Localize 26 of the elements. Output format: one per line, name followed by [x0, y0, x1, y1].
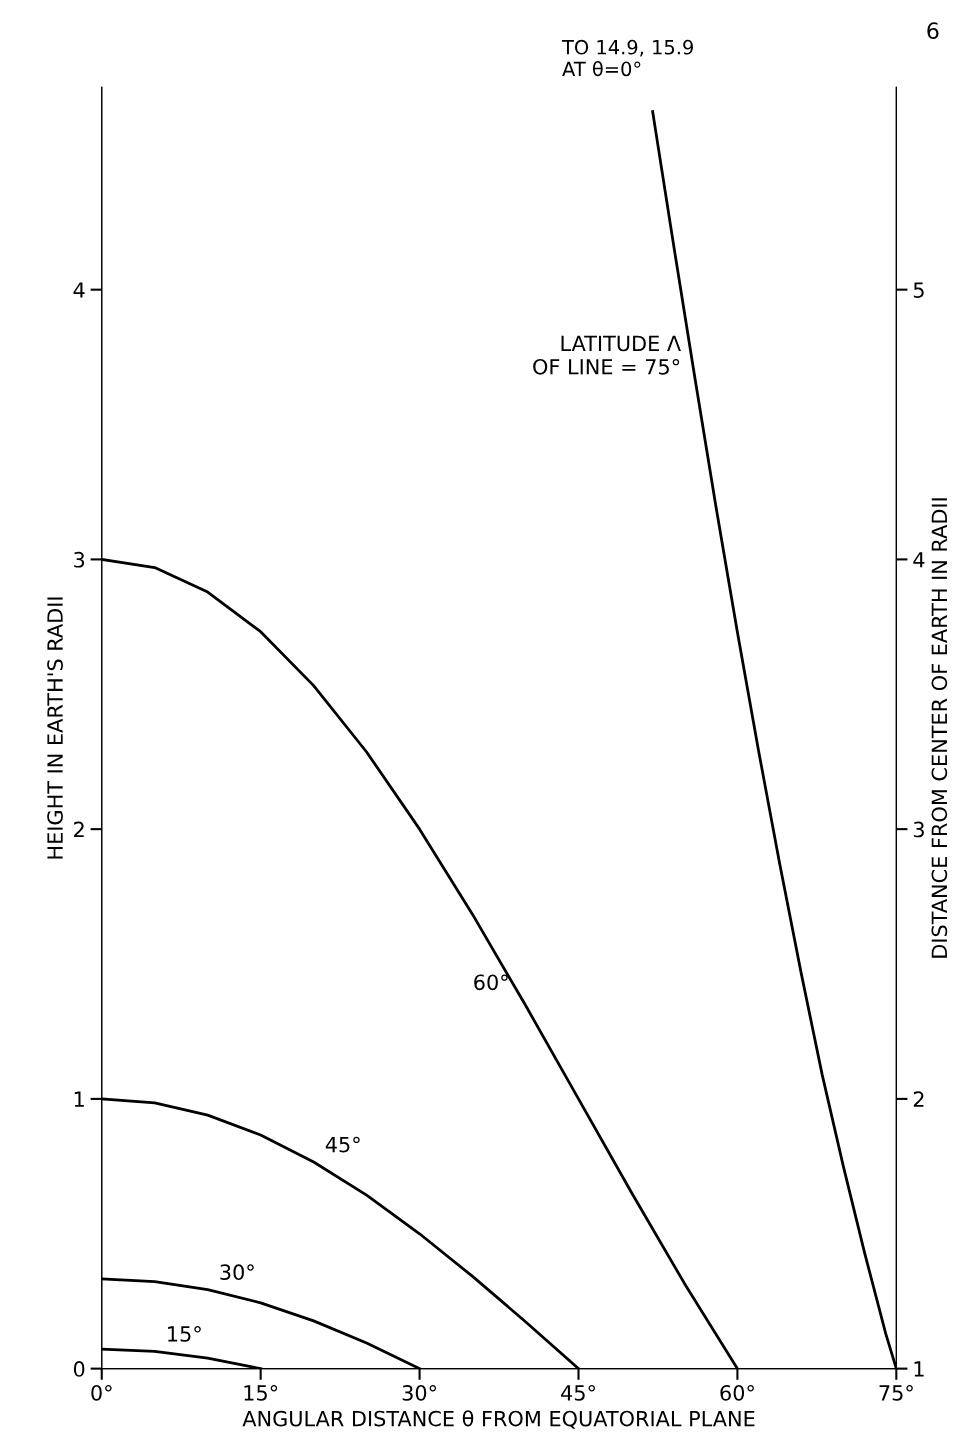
series-label: LATITUDE Λ OF LINE = 75°	[533, 335, 681, 375]
y-axis-title: HEIGHT IN EARTH'S RADII	[47, 597, 63, 859]
series-label: 15°	[168, 1326, 201, 1342]
series-label: 30°	[220, 1264, 254, 1281]
x-tick-label: 75°	[879, 1384, 913, 1401]
series-label: 45°	[325, 1136, 360, 1153]
y-tick-label: 3	[74, 551, 85, 568]
x-tick-label: 30°	[402, 1384, 437, 1401]
series-label: 60°	[474, 974, 508, 991]
text: TO 14.9, 15.9 AT θ=0°	[561, 39, 693, 77]
y-tick-label: 4	[73, 282, 85, 298]
x-tick-label: 15°	[244, 1384, 278, 1401]
y-tick-label: 0	[73, 1361, 85, 1377]
y2-tick-label: 5	[913, 282, 924, 298]
y2-tick-label: 2	[913, 1091, 924, 1107]
y2-tick-label: 3	[913, 821, 924, 838]
x-axis-title: ANGULAR DISTANCE θ FROM EQUATORIAL PLANE	[242, 1410, 755, 1429]
y2-tick-label: 1	[914, 1361, 924, 1377]
text: 6	[927, 22, 939, 40]
y-tick-label: 2	[74, 821, 84, 838]
y2-axis-title: DISTANCE FROM CENTER OF EARTH IN RADII	[931, 498, 948, 958]
x-tick-label: 0°	[91, 1384, 112, 1401]
x-tick-label: 45°	[561, 1384, 595, 1401]
y2-tick-label: 4	[913, 552, 925, 568]
x-tick-label: 60°	[720, 1384, 754, 1401]
y-tick-label: 1	[74, 1091, 84, 1107]
